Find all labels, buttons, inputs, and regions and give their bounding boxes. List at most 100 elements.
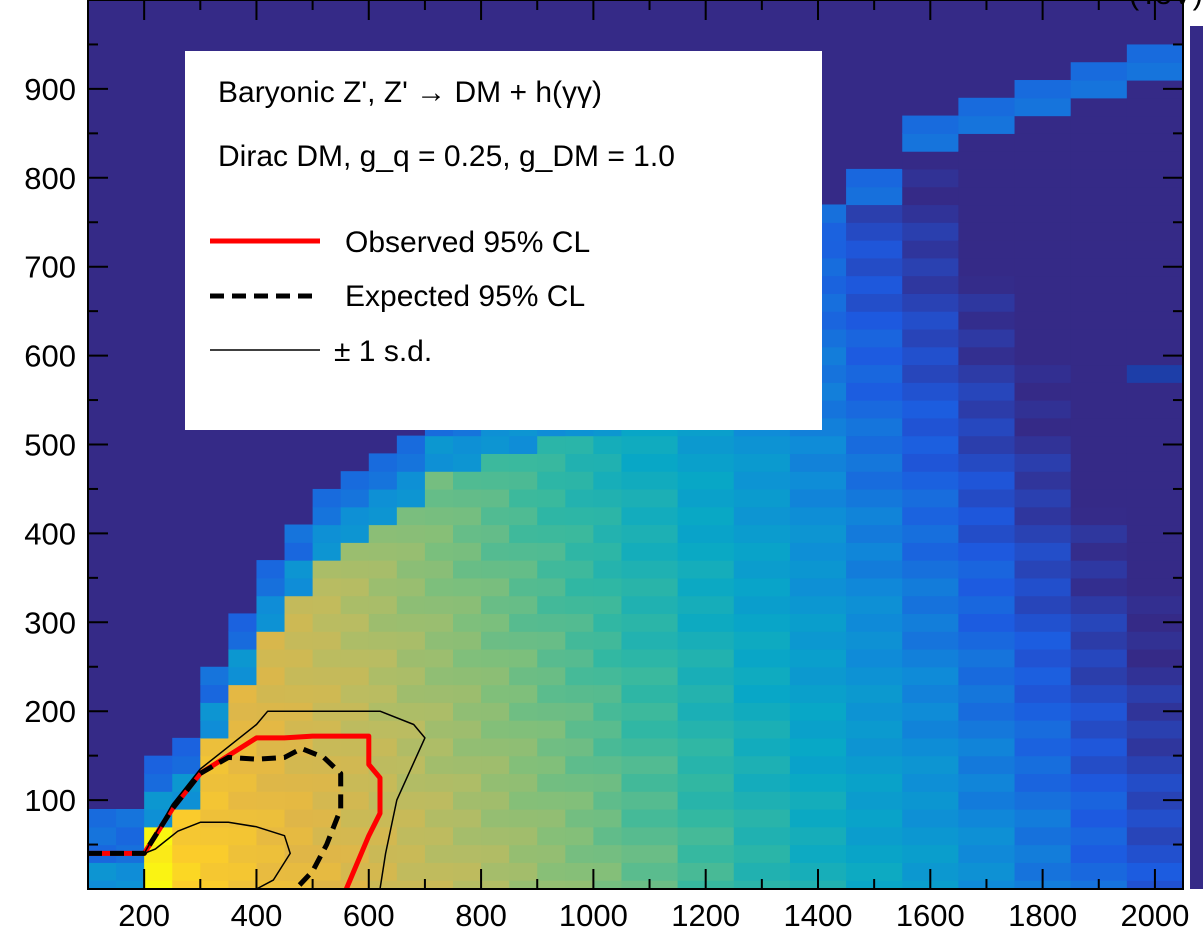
heatmap-cell <box>1014 471 1072 490</box>
heatmap-cell <box>509 844 538 863</box>
heatmap-cell <box>958 506 1016 526</box>
heatmap-cell <box>424 453 454 472</box>
heatmap-cell <box>958 346 1016 366</box>
heatmap-cell <box>902 328 959 348</box>
heatmap-cell <box>846 382 903 401</box>
heatmap-cell <box>1126 44 1183 63</box>
heatmap-cell <box>144 773 173 792</box>
heatmap-cell <box>284 844 314 863</box>
heatmap-cell <box>424 755 454 775</box>
heatmap-cell <box>1014 168 1072 188</box>
heatmap-cell <box>396 613 426 632</box>
heatmap-cell <box>509 488 538 508</box>
heatmap-cell <box>733 791 791 810</box>
heatmap-cell <box>1126 115 1183 134</box>
x-tick-label: 1800 <box>1008 898 1077 933</box>
heatmap-cell <box>509 720 538 739</box>
heatmap-cell <box>1014 293 1072 312</box>
heatmap-cell <box>340 737 370 757</box>
heatmap-cell <box>902 311 959 330</box>
heatmap-cell <box>368 471 398 490</box>
heatmap-cell <box>200 720 229 739</box>
heatmap-cell <box>733 631 791 650</box>
heatmap-cell <box>677 524 735 543</box>
heatmap-cell <box>1070 808 1128 828</box>
heatmap-cell <box>424 808 454 828</box>
heatmap-cell <box>537 595 566 615</box>
heatmap-cell <box>733 755 791 775</box>
y-tick-label: 400 <box>24 516 76 551</box>
heatmap-cell <box>1014 702 1072 721</box>
heatmap-cell <box>424 542 454 561</box>
heatmap-cell <box>1126 773 1183 792</box>
heatmap-cell <box>1070 524 1128 543</box>
heatmap-cell <box>733 471 791 490</box>
heatmap-cell <box>593 702 623 721</box>
heatmap-cell <box>312 648 342 668</box>
heatmap-cell <box>509 595 538 615</box>
heatmap-cell <box>621 435 679 454</box>
heatmap-cell <box>340 631 370 650</box>
heatmap-cell <box>424 791 454 810</box>
heatmap-cell <box>1014 240 1072 259</box>
y-tick-label: 200 <box>24 694 76 729</box>
heatmap-cell <box>200 773 229 792</box>
heatmap-cell <box>958 808 1016 828</box>
heatmap-cell <box>481 524 510 543</box>
heatmap-cell <box>453 648 482 668</box>
heatmap-cell <box>846 702 903 721</box>
heatmap-cell <box>789 613 847 632</box>
heatmap-cell <box>958 133 1016 152</box>
heatmap-cell <box>368 613 398 632</box>
heatmap-cell <box>424 720 454 739</box>
heatmap-cell <box>677 560 735 579</box>
heatmap-cell <box>509 773 538 792</box>
heatmap-cell <box>621 524 679 543</box>
heatmap-cell <box>621 595 679 615</box>
heatmap-cell <box>677 506 735 526</box>
heatmap-cell <box>958 204 1016 223</box>
heatmap-cell <box>902 844 959 863</box>
x-tick-label: 2000 <box>1120 898 1189 933</box>
heatmap-cell <box>284 720 314 739</box>
heatmap-cell <box>481 560 510 579</box>
heatmap-cell <box>846 168 903 188</box>
heatmap-cell <box>256 720 286 739</box>
heatmap-cell <box>565 773 594 792</box>
heatmap-cell <box>1126 168 1183 188</box>
heatmap-cell <box>621 631 679 650</box>
heatmap-cell <box>1070 328 1128 348</box>
heatmap-cell <box>509 435 538 454</box>
heatmap-cell <box>396 648 426 668</box>
heatmap-cell <box>902 666 959 686</box>
heatmap-cell <box>312 737 342 757</box>
heatmap-cell <box>846 222 903 241</box>
heatmap-cell <box>902 542 959 561</box>
heatmap-cell <box>172 880 201 889</box>
heatmap-cell <box>312 488 342 508</box>
heatmap-cell <box>902 453 959 472</box>
heatmap-cell <box>677 471 735 490</box>
heatmap-cell <box>846 186 903 206</box>
heatmap-cell <box>228 648 258 668</box>
heatmap-cell <box>1126 595 1183 615</box>
heatmap-cell <box>509 613 538 632</box>
heatmap-cell <box>509 542 538 561</box>
heatmap-cell <box>593 595 623 615</box>
heatmap-cell <box>958 364 1016 383</box>
heatmap-cell <box>1126 737 1183 757</box>
heatmap-cell <box>396 666 426 686</box>
heatmap-cell <box>1126 648 1183 668</box>
heatmap-cell <box>200 791 229 810</box>
heatmap-cell <box>1126 666 1183 686</box>
heatmap-cell <box>284 755 314 775</box>
heatmap-cell <box>396 560 426 579</box>
heatmap-cell <box>509 648 538 668</box>
heatmap-cell <box>396 880 426 889</box>
heatmap-cell <box>340 826 370 846</box>
heatmap-cell <box>789 595 847 615</box>
heatmap-cell <box>1126 62 1183 81</box>
heatmap-cell <box>116 808 145 828</box>
heatmap-cell <box>789 844 847 863</box>
contour-expected-95-cl <box>88 746 344 889</box>
